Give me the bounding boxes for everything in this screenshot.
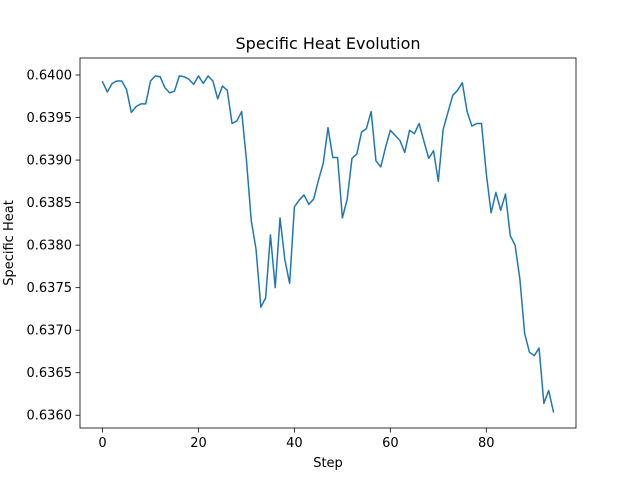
chart-title: Specific Heat Evolution xyxy=(236,34,421,53)
x-tick-label-1: 20 xyxy=(190,436,207,451)
plot-area xyxy=(80,58,576,428)
y-tick-label-5: 0.6385 xyxy=(27,196,73,211)
series-layer xyxy=(101,75,555,413)
y-tick-label-2: 0.6370 xyxy=(27,324,73,339)
plot-frame xyxy=(79,57,577,429)
x-tick-label-0: 0 xyxy=(98,436,106,451)
x-tick-label-4: 80 xyxy=(478,436,495,451)
x-tick-label-3: 60 xyxy=(382,436,399,451)
y-tick-label-4: 0.6380 xyxy=(27,239,73,254)
y-tick-label-1: 0.6365 xyxy=(27,366,73,381)
y-axis-label: Specific Heat xyxy=(2,200,17,286)
y-tick-label-7: 0.6395 xyxy=(27,111,73,126)
x-axis-label: Step xyxy=(313,456,343,471)
x-tick-label-2: 40 xyxy=(286,436,303,451)
y-tick-label-0: 0.6360 xyxy=(27,409,73,424)
series-line-0 xyxy=(101,75,555,413)
y-tick-label-6: 0.6390 xyxy=(27,154,73,169)
y-tick-label-8: 0.6400 xyxy=(27,69,73,84)
y-tick-label-3: 0.6375 xyxy=(27,281,73,296)
axes-layer: 0 20 40 60 80 0.6360 0.6365 0.6370 0.6375 0.6380 0… xyxy=(27,57,577,451)
